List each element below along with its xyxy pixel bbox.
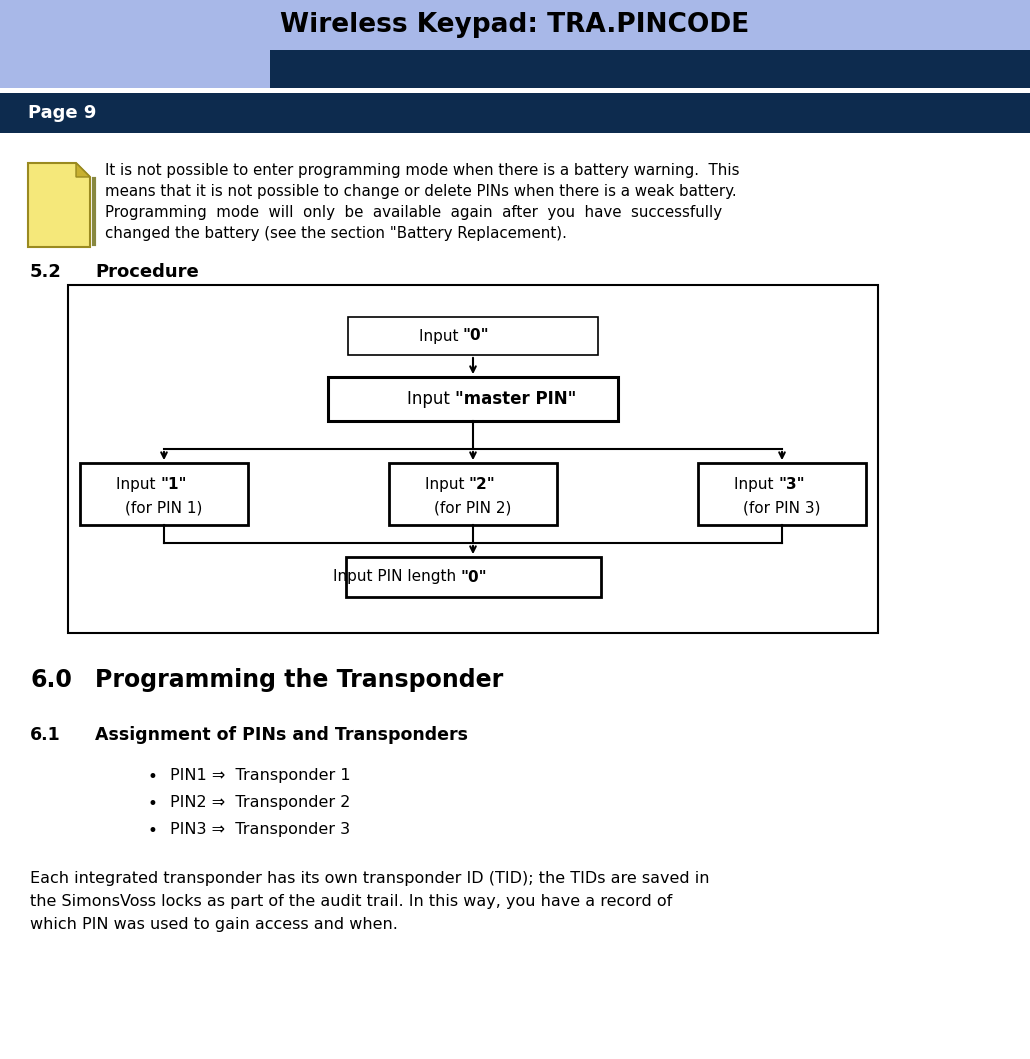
Text: 6.0: 6.0 (30, 668, 72, 692)
Text: Input PIN length: Input PIN length (333, 570, 461, 585)
Text: •: • (147, 822, 157, 840)
Bar (0, 93, 1030, 133)
Text: "2": "2" (469, 478, 495, 492)
Text: Input: Input (733, 478, 778, 492)
Text: "0": "0" (464, 328, 489, 343)
Text: It is not possible to enter programming mode when there is a battery warning.  T: It is not possible to enter programming … (105, 163, 740, 178)
Text: PIN1 ⇒  Transponder 1: PIN1 ⇒ Transponder 1 (170, 768, 350, 783)
Text: PIN3 ⇒  Transponder 3: PIN3 ⇒ Transponder 3 (170, 822, 350, 837)
Text: Procedure: Procedure (95, 263, 199, 281)
Text: Input: Input (418, 328, 464, 343)
Text: changed the battery (see the section "Battery Replacement).: changed the battery (see the section "Ba… (105, 226, 566, 241)
Text: •: • (147, 768, 157, 786)
Bar (270, 50, 1030, 88)
Text: •: • (147, 795, 157, 813)
Bar (80, 463, 248, 525)
Text: Input: Input (407, 390, 455, 408)
Text: (for PIN 1): (for PIN 1) (126, 500, 203, 515)
Text: "master PIN": "master PIN" (455, 390, 577, 408)
Bar (389, 463, 557, 525)
Bar (0, 0, 1030, 50)
Text: Programming  mode  will  only  be  available  again  after  you  have  successfu: Programming mode will only be available … (105, 205, 722, 220)
Bar (345, 557, 600, 597)
Polygon shape (28, 163, 90, 247)
Text: Input: Input (115, 478, 160, 492)
Text: "0": "0" (461, 570, 487, 585)
Bar (0, 50, 270, 88)
Text: "1": "1" (160, 478, 186, 492)
Text: 6.1: 6.1 (30, 726, 61, 744)
Text: Page 9: Page 9 (28, 104, 97, 122)
Polygon shape (76, 163, 90, 177)
Bar (348, 317, 598, 355)
Bar (698, 463, 866, 525)
Text: PIN2 ⇒  Transponder 2: PIN2 ⇒ Transponder 2 (170, 795, 350, 810)
Bar (328, 377, 618, 421)
Text: 5.2: 5.2 (30, 263, 62, 281)
Text: Programming the Transponder: Programming the Transponder (95, 668, 504, 692)
Text: "3": "3" (778, 478, 804, 492)
Text: Each integrated transponder has its own transponder ID (TID); the TIDs are saved: Each integrated transponder has its own … (30, 870, 710, 932)
Text: (for PIN 3): (for PIN 3) (744, 500, 821, 515)
Text: Wireless Keypad: TRA.PINCODE: Wireless Keypad: TRA.PINCODE (280, 12, 750, 38)
Bar (68, 285, 878, 633)
Text: (for PIN 2): (for PIN 2) (435, 500, 512, 515)
Text: Input: Input (424, 478, 469, 492)
Text: means that it is not possible to change or delete PINs when there is a weak batt: means that it is not possible to change … (105, 184, 736, 199)
Text: Assignment of PINs and Transponders: Assignment of PINs and Transponders (95, 726, 468, 744)
